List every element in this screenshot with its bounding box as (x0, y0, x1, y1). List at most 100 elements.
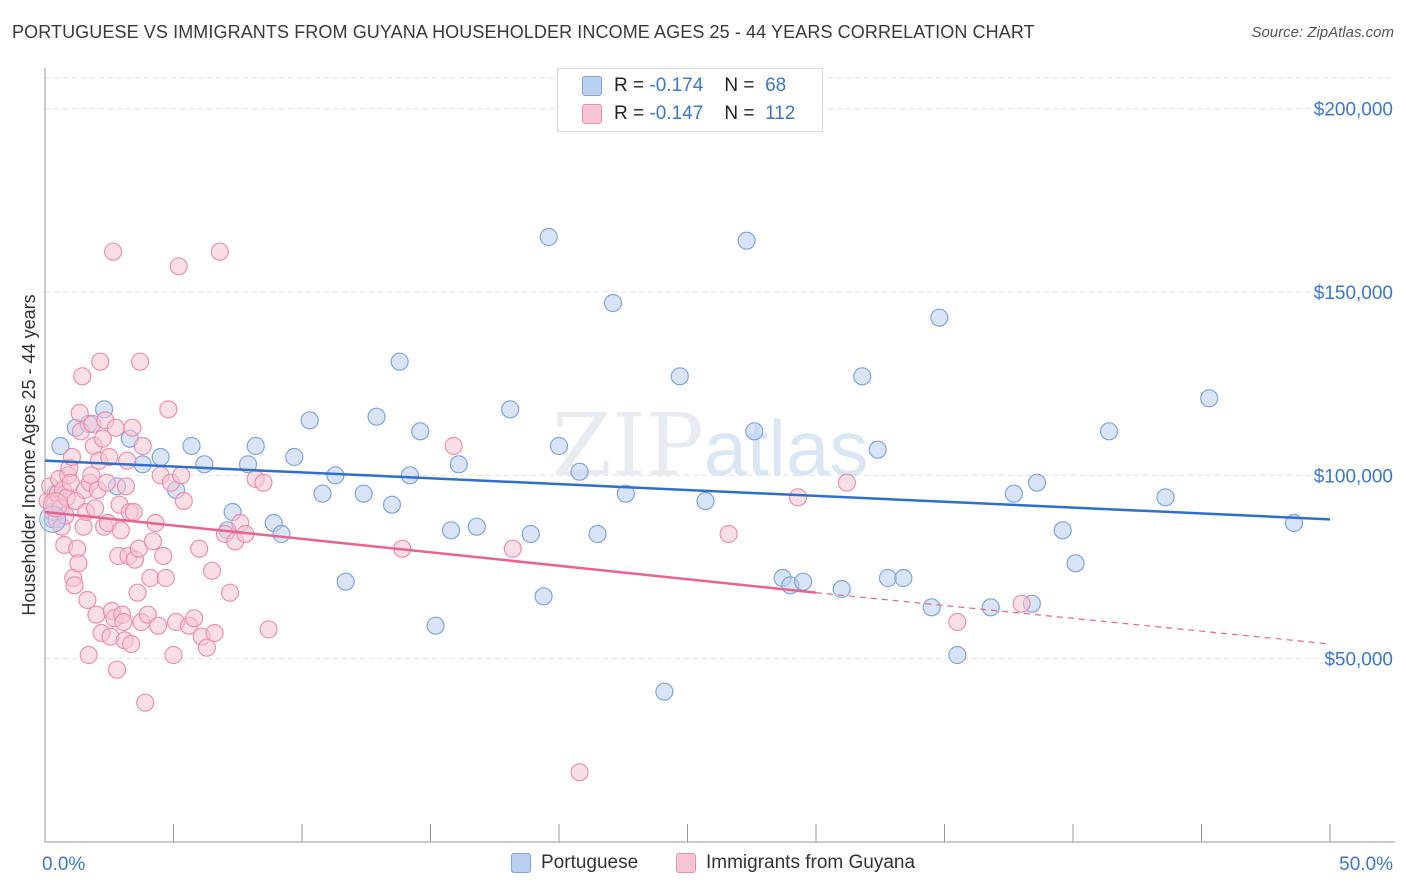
portuguese-point (441, 521, 461, 540)
portuguese-point (670, 367, 689, 386)
guyana-point (104, 242, 123, 261)
y-axis-label: Householder Income Ages 25 - 44 years (19, 294, 39, 615)
guyana-trend-extension (815, 592, 1331, 645)
portuguese-point (521, 524, 540, 544)
portuguese-point (549, 436, 569, 456)
portuguese-point (922, 598, 941, 617)
correlation-legend: R = -0.174 N = 68 R = -0.147 N = 112 (557, 68, 823, 132)
portuguese-point (354, 484, 373, 503)
guyana-point (503, 539, 522, 558)
legend-label-portuguese: Portuguese (541, 852, 639, 873)
portuguese-point (1066, 554, 1085, 573)
portuguese-point (382, 495, 402, 514)
portuguese-point (930, 308, 949, 327)
legend-r-value: -0.174 (649, 75, 704, 96)
guyana-point (65, 576, 84, 595)
portuguese-point (182, 436, 201, 456)
portuguese-point (616, 484, 635, 503)
legend-row-portuguese: R = -0.174 N = 68 (582, 73, 786, 99)
chart-title: PORTUGUESE VS IMMIGRANTS FROM GUYANA HOU… (12, 22, 1035, 42)
y-tick-label: $50,000 (1324, 650, 1393, 671)
x-tick-label: 0.0% (42, 854, 85, 875)
guyana-point (148, 616, 168, 635)
guyana-point (86, 499, 105, 518)
portuguese-point (1099, 422, 1119, 441)
guyana-point (837, 473, 856, 492)
guyana-point (97, 473, 116, 492)
guyana-point (69, 554, 88, 573)
guyana-swatch (676, 853, 696, 873)
legend-item-guyana[interactable]: Immigrants from Guyana (676, 852, 915, 874)
portuguese-swatch (582, 76, 602, 96)
portuguese-point (539, 227, 558, 247)
guyana-point (259, 620, 278, 639)
x-tick-label: 50.0% (1339, 854, 1393, 875)
portuguese-point (534, 587, 553, 606)
portuguese-point (467, 517, 486, 536)
y-tick-label: $100,000 (1314, 466, 1393, 487)
guyana-point (129, 539, 148, 558)
legend-item-portuguese[interactable]: Portuguese (511, 852, 638, 874)
portuguese-point (246, 436, 265, 456)
portuguese-point (894, 568, 913, 588)
guyana-point (184, 609, 204, 628)
portuguese-point (737, 231, 756, 250)
portuguese-point (151, 447, 170, 467)
guyana-point (123, 418, 142, 437)
legend-label-guyana: Immigrants from Guyana (706, 852, 916, 873)
series-legend: Portuguese Immigrants from Guyana (0, 852, 1406, 878)
portuguese-point (449, 455, 468, 474)
guyana-point (114, 612, 133, 632)
guyana-point (444, 436, 463, 456)
portuguese-point (1027, 473, 1047, 492)
portuguese-point (336, 572, 355, 591)
portuguese-point (501, 400, 520, 419)
guyana-point (61, 473, 80, 492)
guyana-point (169, 257, 188, 276)
guyana-point (106, 418, 125, 437)
guyana-point (111, 521, 130, 540)
guyana-point (93, 429, 112, 448)
legend-n-value: 68 (765, 75, 787, 96)
guyana-point (128, 583, 147, 602)
portuguese-point (400, 466, 420, 485)
legend-n-label: N = (724, 75, 755, 96)
guyana-point (42, 492, 68, 518)
portuguese-point (794, 572, 813, 591)
portuguese-point (981, 598, 1000, 617)
y-tick-label: $200,000 (1314, 100, 1393, 121)
guyana-point (190, 539, 209, 558)
source-credit: Source: ZipAtlas.com (1251, 24, 1394, 41)
legend-row-guyana: R = -0.147 N = 112 (582, 101, 795, 127)
portuguese-point (655, 682, 674, 701)
guyana-point (197, 638, 217, 657)
guyana-point (205, 623, 224, 643)
portuguese-point (300, 411, 319, 430)
portuguese-trend-line (44, 459, 1331, 521)
guyana-point (136, 693, 155, 712)
portuguese-point (426, 616, 445, 635)
guyana-point (91, 352, 110, 371)
portuguese-point (390, 352, 409, 371)
portuguese-point (1053, 521, 1072, 540)
guyana-point (202, 561, 222, 580)
guyana-point (172, 466, 191, 485)
portuguese-point (313, 484, 332, 503)
guyana-point (116, 477, 136, 496)
guyana-point (107, 660, 127, 679)
guyana-point (254, 473, 273, 492)
portuguese-point (696, 491, 715, 511)
guyana-point (159, 400, 178, 419)
guyana-point (124, 502, 143, 522)
guyana-point (220, 583, 240, 602)
guyana-point (1012, 594, 1031, 613)
legend-r-label: R = (614, 75, 645, 96)
portuguese-point (878, 568, 898, 588)
guyana-point (210, 242, 229, 261)
portuguese-point (745, 422, 764, 441)
guyana-point (121, 634, 141, 654)
legend-r-value: -0.147 (649, 103, 704, 124)
guyana-trend-line (44, 510, 817, 594)
guyana-point (78, 590, 97, 610)
portuguese-point (51, 436, 70, 456)
